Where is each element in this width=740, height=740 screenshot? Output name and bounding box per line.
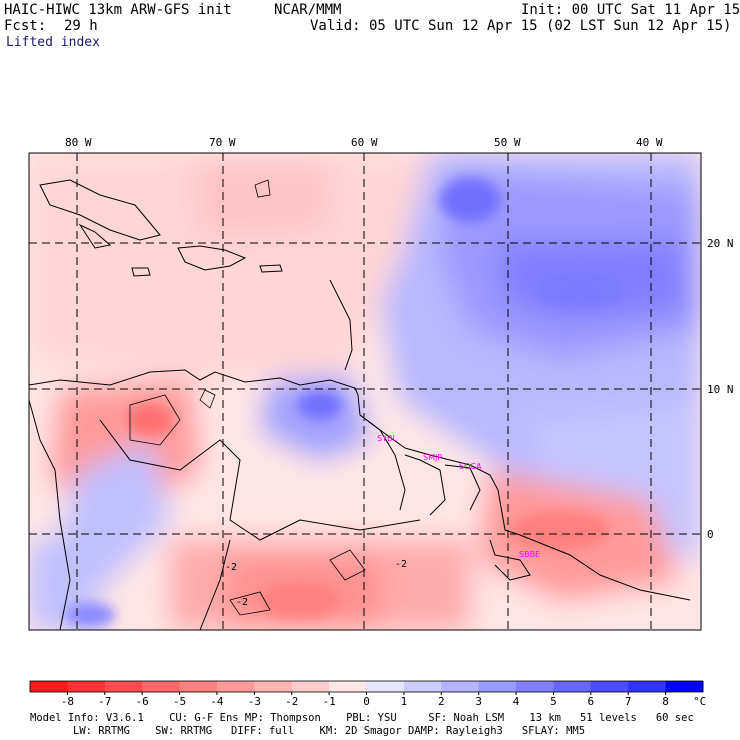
lat-lon-grid	[29, 153, 701, 630]
field-name: Lifted index	[6, 35, 100, 50]
forecast-label: Fcst:	[4, 18, 47, 34]
colorbar-tick-label: -1	[322, 695, 335, 708]
colorbar-tick-label: 5	[550, 695, 557, 708]
svg-text:-2: -2	[225, 562, 237, 573]
colorbar-tick-label: 6	[588, 695, 595, 708]
colorbar-swatch	[553, 681, 592, 692]
colorbar-tick-label: 1	[401, 695, 408, 708]
colorbar-swatch	[179, 681, 218, 692]
svg-text:-2: -2	[236, 597, 248, 608]
colorbar-swatch	[104, 681, 143, 692]
colorbar-swatch	[403, 681, 442, 692]
colorbar-tick-label: 2	[438, 695, 445, 708]
lifted-index-contours	[129, 179, 366, 616]
lat-labels: 20 N 10 N 0	[707, 237, 734, 541]
colorbar-swatch	[590, 681, 629, 692]
colorbar-tick-label: 7	[625, 695, 632, 708]
colorbar-swatch	[478, 681, 517, 692]
station-labels: SYBL SMJP SOCA SBBE	[377, 434, 540, 559]
colorbar-tick-label: -5	[173, 695, 186, 708]
shaded-field	[29, 153, 701, 630]
colorbar-tick-label: 0	[363, 695, 370, 708]
colorbar-tick-label: -3	[248, 695, 261, 708]
footer-model-info: Model Info: V3.6.1 CU: G-F Ens MP: Thomp…	[30, 712, 694, 724]
colorbar-swatch	[291, 681, 330, 692]
colorbar-tick-label: 4	[513, 695, 520, 708]
map-frame	[28, 152, 702, 631]
colorbar-swatch	[366, 681, 405, 692]
colorbar-swatch	[67, 681, 106, 692]
colorbar-swatch	[516, 681, 554, 692]
colorbar-swatch	[329, 681, 367, 692]
colorbar-swatch	[441, 681, 480, 692]
valid-time: Valid: 05 UTC Sun 12 Apr 15 (02 LST Sun …	[310, 18, 732, 34]
lat-label-0: 0	[707, 528, 714, 541]
station-sybl: SYBL	[377, 434, 397, 443]
svg-text:-2: -2	[395, 559, 407, 570]
lon-label-80w: 80 W	[65, 136, 92, 149]
lat-label-20n: 20 N	[707, 237, 734, 250]
colorbar-tick-label: 3	[475, 695, 482, 708]
footer-physics-info: LW: RRTMG SW: RRTMG DIFF: full KM: 2D Sm…	[73, 725, 586, 737]
colorbar-tick-label: -7	[98, 695, 111, 708]
forecast-hour: 29 h	[64, 18, 98, 34]
colorbar-tick-label: 8	[662, 695, 669, 708]
colorbar-swatch	[216, 681, 255, 692]
colorbar-tick-label: -4	[210, 695, 224, 708]
coastlines	[28, 179, 691, 631]
lon-label-40w: 40 W	[636, 136, 663, 149]
init-time: Init: 00 UTC Sat 11 Apr 15	[521, 2, 740, 18]
lon-labels: 80 W 70 W 60 W 50 W 40 W	[65, 136, 663, 149]
colorbar-swatch	[142, 681, 181, 692]
colorbar-swatch	[665, 681, 704, 692]
colorbar-swatch	[30, 681, 68, 692]
lon-label-60w: 60 W	[351, 136, 378, 149]
lon-label-70w: 70 W	[209, 136, 236, 149]
colorbar-swatch	[254, 681, 293, 692]
station-sbbe: SBBE	[519, 550, 540, 559]
lat-label-10n: 10 N	[707, 383, 734, 396]
colorbar-unit: °C	[693, 695, 706, 708]
station-smjp: SMJP	[423, 453, 442, 462]
colorbar-tick-label: -6	[136, 695, 149, 708]
colorbar-tick-label: -8	[61, 695, 74, 708]
colorbar-swatch	[628, 681, 667, 692]
station-soca: SOCA	[459, 462, 482, 471]
lon-label-50w: 50 W	[494, 136, 521, 149]
colorbar: -8 -7 -6 -5 -4 -3 -2 -1 0 1 2 3 4 5 6 7 8 °C	[29, 680, 706, 708]
colorbar-tick-label: -2	[285, 695, 298, 708]
model-title: HAIC-HIWC 13km ARW-GFS init	[4, 2, 232, 18]
contour-labels: -2 -2 -2	[225, 559, 407, 608]
org-label: NCAR/MMM	[274, 2, 342, 18]
